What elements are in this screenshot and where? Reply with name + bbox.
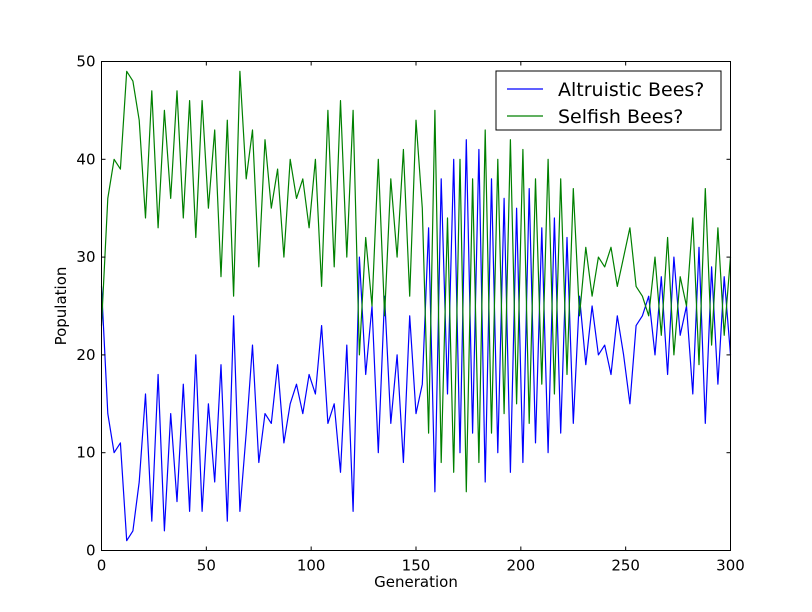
y-tick-label: 0 <box>86 542 96 560</box>
x-tick-label: 0 <box>97 557 107 575</box>
x-tick-label: 300 <box>716 557 745 575</box>
y-tick-label: 40 <box>76 150 95 168</box>
legend-label-selfish: Selfish Bees? <box>558 106 683 128</box>
series-line-altruistic <box>100 139 732 542</box>
tick-layer: 0 50 100 150 200 250 300 0 10 20 30 40 50 <box>76 53 744 575</box>
x-tick-label: 250 <box>611 557 640 575</box>
legend-box <box>495 70 722 131</box>
y-tick-label: 50 <box>76 53 95 71</box>
series-line-selfish <box>100 70 732 493</box>
series-layer <box>100 70 732 542</box>
legend: Altruistic Bees? Selfish Bees? <box>495 70 722 131</box>
y-tick-label: 10 <box>76 444 95 462</box>
y-tick-label: 30 <box>76 248 95 266</box>
x-tick-label: 100 <box>297 557 326 575</box>
x-axis-label: Generation <box>374 573 458 591</box>
x-tick-label: 200 <box>507 557 536 575</box>
legend-label-altruistic: Altruistic Bees? <box>558 79 704 101</box>
y-axis-label: Population <box>52 267 70 346</box>
x-tick-label: 150 <box>402 557 431 575</box>
x-tick-label: 50 <box>197 557 216 575</box>
y-tick-label: 20 <box>76 346 95 364</box>
